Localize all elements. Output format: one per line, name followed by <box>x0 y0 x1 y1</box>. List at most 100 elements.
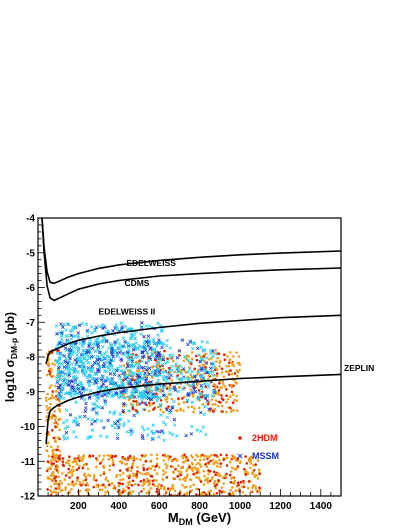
point-mssm <box>98 350 103 355</box>
point-2hdm <box>225 464 229 467</box>
point-mssm <box>128 382 132 386</box>
point-mssm <box>124 388 129 392</box>
point-2hdm <box>234 489 237 493</box>
point-mssm <box>66 322 71 326</box>
point-2hdm <box>167 393 170 396</box>
point-2hdm <box>232 384 235 388</box>
point-mssm <box>167 368 172 372</box>
point-mssm <box>103 369 107 373</box>
point-2hdm <box>150 385 153 389</box>
point-2hdm <box>51 393 54 397</box>
point-2hdm <box>191 395 195 398</box>
point-mssm <box>118 422 122 427</box>
point-mssm <box>206 382 211 387</box>
point-2hdm <box>204 385 207 389</box>
point-mssm <box>67 383 71 387</box>
point-2hdm <box>58 410 62 413</box>
point-2hdm <box>234 458 238 462</box>
point-2hdm <box>177 386 181 389</box>
point-mssm <box>99 340 104 344</box>
x-tick-label: 600 <box>151 501 168 512</box>
point-2hdm <box>177 469 180 473</box>
point-2hdm <box>49 485 53 488</box>
point-mssm <box>59 322 63 326</box>
point-2hdm <box>53 409 56 413</box>
point-2hdm <box>202 355 206 358</box>
point-2hdm <box>203 454 206 458</box>
point-2hdm <box>84 478 88 482</box>
point-mssm <box>69 333 73 338</box>
point-mssm <box>186 358 190 363</box>
point-2hdm <box>111 459 115 462</box>
point-2hdm <box>226 397 230 401</box>
point-2hdm <box>156 485 160 488</box>
point-mssm <box>161 431 165 435</box>
point-mssm <box>212 362 216 367</box>
point-mssm <box>95 399 99 403</box>
point-mssm <box>95 354 100 359</box>
point-mssm <box>93 419 97 424</box>
point-mssm <box>192 375 197 379</box>
point-mssm <box>192 341 197 346</box>
point-2hdm <box>75 468 79 472</box>
point-mssm <box>74 400 78 405</box>
axis-ticks: 200 400 600 800 1000 1200 1400 -12 -11 -10 -9 -8 -7 -… <box>21 214 342 512</box>
point-mssm <box>108 410 112 415</box>
point-2hdm <box>54 487 58 490</box>
point-2hdm <box>220 404 224 408</box>
point-mssm <box>109 364 113 369</box>
point-2hdm <box>58 417 62 421</box>
point-2hdm <box>225 456 229 460</box>
point-mssm <box>157 370 162 375</box>
point-mssm <box>137 365 142 369</box>
point-mssm <box>59 334 64 338</box>
point-mssm <box>144 390 148 394</box>
point-mssm <box>100 323 104 327</box>
point-2hdm <box>92 485 95 489</box>
point-2hdm <box>204 366 207 369</box>
point-mssm <box>113 348 118 353</box>
point-2hdm <box>236 481 240 485</box>
point-2hdm <box>80 484 83 487</box>
point-mssm <box>153 347 157 351</box>
point-2hdm <box>174 458 178 461</box>
point-mssm <box>161 357 166 362</box>
point-2hdm <box>165 466 168 470</box>
point-mssm <box>84 369 89 374</box>
point-2hdm <box>51 455 54 459</box>
point-mssm <box>135 373 140 377</box>
point-2hdm <box>134 361 138 365</box>
point-2hdm <box>151 464 154 468</box>
point-mssm <box>101 339 106 343</box>
point-2hdm <box>131 490 135 493</box>
point-mssm <box>196 369 201 374</box>
point-mssm <box>106 418 110 423</box>
point-2hdm <box>210 453 213 457</box>
point-mssm <box>160 429 164 433</box>
point-2hdm <box>163 487 166 490</box>
point-mssm <box>212 388 216 393</box>
point-mssm <box>198 359 202 364</box>
point-2hdm <box>70 474 74 477</box>
point-2hdm <box>219 386 222 390</box>
point-mssm <box>67 379 72 384</box>
point-mssm <box>88 347 92 351</box>
point-2hdm <box>57 483 61 486</box>
point-2hdm <box>189 454 193 457</box>
point-mssm <box>165 376 169 380</box>
point-mssm <box>61 325 65 329</box>
point-2hdm <box>242 481 245 485</box>
point-2hdm <box>257 468 261 472</box>
point-mssm <box>100 326 105 330</box>
point-2hdm <box>247 459 251 462</box>
point-mssm <box>84 322 89 326</box>
point-2hdm <box>212 492 216 496</box>
point-2hdm <box>225 453 228 457</box>
point-mssm <box>142 428 146 432</box>
point-2hdm <box>144 453 148 457</box>
point-mssm <box>117 425 121 430</box>
point-mssm <box>180 338 185 342</box>
point-2hdm <box>152 401 155 405</box>
point-2hdm <box>57 408 61 411</box>
point-2hdm <box>49 477 52 481</box>
